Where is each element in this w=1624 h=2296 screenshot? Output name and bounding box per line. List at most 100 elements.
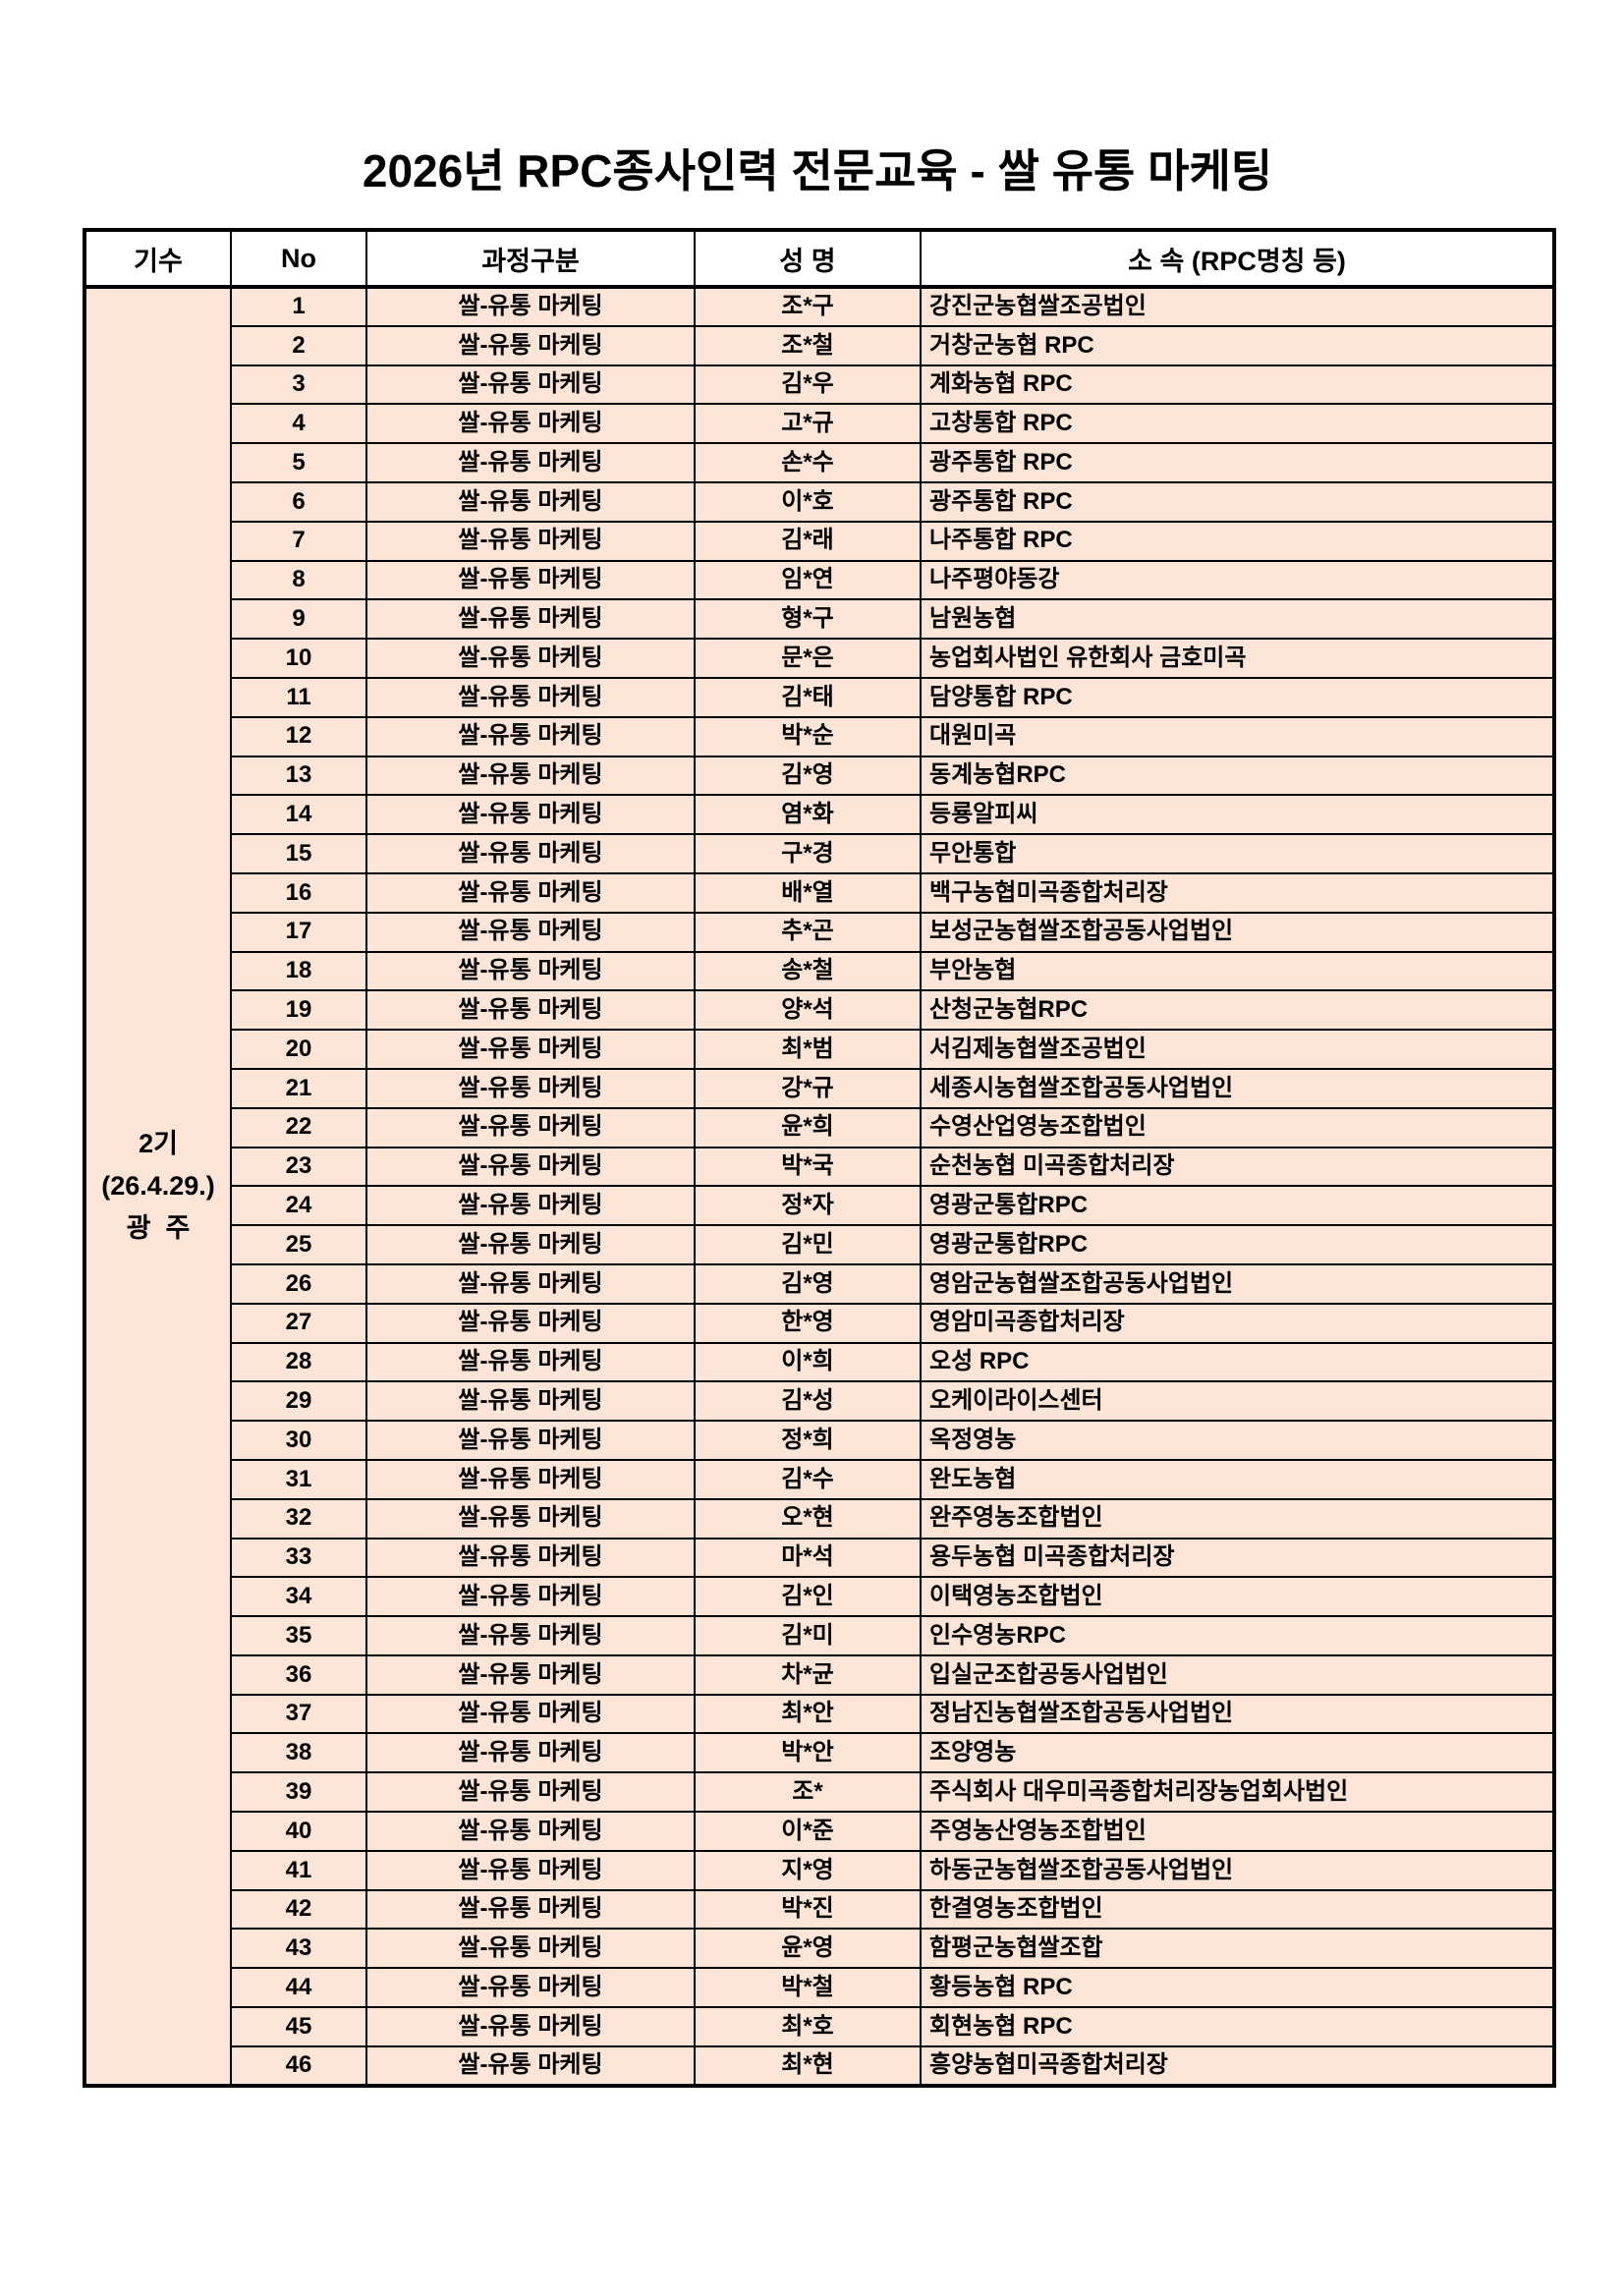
table-row: 9 쌀-유통 마케팅 형*구 남원농협 (84, 598, 1555, 641)
cell-name: 마*석 (694, 1537, 922, 1579)
cell-org: 보성군농협쌀조합공동사업법인 (920, 911, 1555, 953)
cell-no: 32 (230, 1497, 367, 1540)
cell-no: 42 (230, 1888, 367, 1931)
cell-name: 손*수 (694, 442, 922, 483)
table-row: 15 쌀-유통 마케팅 구*경 무안통합 (84, 833, 1555, 874)
cell-no: 13 (230, 755, 367, 797)
table-row: 42 쌀-유통 마케팅 박*진 한결영농조합법인 (84, 1888, 1555, 1931)
cell-name: 윤*영 (694, 1928, 922, 1970)
cell-org: 옥정영농 (920, 1420, 1555, 1461)
cell-name: 임*연 (694, 559, 922, 601)
cell-course: 쌀-유통 마케팅 (365, 1967, 696, 2009)
cell-course: 쌀-유통 마케팅 (365, 1849, 696, 1891)
cell-no: 25 (230, 1224, 367, 1265)
cell-course: 쌀-유통 마케팅 (365, 1576, 696, 1618)
cell-no: 29 (230, 1380, 367, 1423)
cell-no: 11 (230, 676, 367, 718)
cell-name: 염*화 (694, 794, 922, 836)
cell-no: 35 (230, 1615, 367, 1656)
cell-org: 담양통합 RPC (920, 676, 1555, 718)
table-row: 27 쌀-유통 마케팅 한*영 영암미곡종합처리장 (84, 1302, 1555, 1344)
cell-no: 22 (230, 1106, 367, 1148)
cell-name: 윤*희 (694, 1106, 922, 1148)
table-row: 41 쌀-유통 마케팅 지*영 하동군농협쌀조합공동사업법인 (84, 1849, 1555, 1891)
cell-name: 최*범 (694, 1029, 922, 1070)
cell-name: 조* (694, 1771, 922, 1814)
cell-course: 쌀-유통 마케팅 (365, 1420, 696, 1461)
cell-name: 오*현 (694, 1497, 922, 1540)
table-row: 32 쌀-유통 마케팅 오*현 완주영농조합법인 (84, 1497, 1555, 1540)
cell-no: 2 (230, 324, 367, 366)
cell-course: 쌀-유통 마케팅 (365, 1029, 696, 1070)
cell-org: 나주통합 RPC (920, 520, 1555, 562)
table-row: 16 쌀-유통 마케팅 배*열 백구농협미곡종합처리장 (84, 871, 1555, 914)
cell-org: 영광군통합RPC (920, 1185, 1555, 1227)
cell-course: 쌀-유통 마케팅 (365, 1380, 696, 1423)
table-row: 11 쌀-유통 마케팅 김*태 담양통합 RPC (84, 676, 1555, 718)
cell-org: 용두농협 미곡종합처리장 (920, 1537, 1555, 1579)
cell-org: 오성 RPC (920, 1341, 1555, 1383)
cell-name: 김*래 (694, 520, 922, 562)
cell-org: 거창군농협 RPC (920, 324, 1555, 366)
table-header: 기수 No 과정구분 성 명 소 속 (RPC명칭 등) (84, 229, 1555, 289)
cell-course: 쌀-유통 마케팅 (365, 1928, 696, 1970)
cell-name: 최*안 (694, 1693, 922, 1735)
cell-course: 쌀-유통 마케팅 (365, 950, 696, 992)
cell-org: 산청군농협RPC (920, 989, 1555, 1032)
training-roster-table: 기수 No 과정구분 성 명 소 속 (RPC명칭 등) 2기 (26.4.29… (83, 228, 1556, 2088)
cell-no: 38 (230, 1732, 367, 1774)
cell-course: 쌀-유통 마케팅 (365, 911, 696, 953)
col-header-org: 소 속 (RPC명칭 등) (920, 229, 1555, 289)
table-row: 40 쌀-유통 마케팅 이*준 주영농산영농조합법인 (84, 1811, 1555, 1852)
cell-name: 김*미 (694, 1615, 922, 1656)
table-row: 7 쌀-유통 마케팅 김*래 나주통합 RPC (84, 520, 1555, 562)
cell-name: 조*구 (694, 286, 922, 327)
cell-org: 동계농협RPC (920, 755, 1555, 797)
cell-course: 쌀-유통 마케팅 (365, 1888, 696, 1931)
cell-course: 쌀-유통 마케팅 (365, 1341, 696, 1383)
cell-no: 43 (230, 1928, 367, 1970)
cell-course: 쌀-유통 마케팅 (365, 480, 696, 523)
cell-no: 14 (230, 794, 367, 836)
cell-no: 34 (230, 1576, 367, 1618)
cell-no: 1 (230, 286, 367, 327)
cell-no: 17 (230, 911, 367, 953)
cell-course: 쌀-유통 마케팅 (365, 1224, 696, 1265)
cell-course: 쌀-유통 마케팅 (365, 1653, 696, 1696)
page-title: 2026년 RPC종사인력 전문교육 - 쌀 유통 마케팅 (362, 145, 1273, 196)
table-row: 37 쌀-유통 마케팅 최*안 정남진농협쌀조합공동사업법인 (84, 1693, 1555, 1735)
cell-name: 김*영 (694, 755, 922, 797)
cell-no: 12 (230, 715, 367, 757)
table-row: 36 쌀-유통 마케팅 차*균 입실군조합공동사업법인 (84, 1653, 1555, 1696)
cell-name: 배*열 (694, 871, 922, 914)
cell-org: 부안농협 (920, 950, 1555, 992)
cell-no: 3 (230, 364, 367, 406)
cell-name: 김*인 (694, 1576, 922, 1618)
cell-course: 쌀-유통 마케팅 (365, 324, 696, 366)
cell-org: 대원미곡 (920, 715, 1555, 757)
cell-org: 한결영농조합법인 (920, 1888, 1555, 1931)
cell-name: 송*철 (694, 950, 922, 992)
cell-name: 최*호 (694, 2006, 922, 2047)
table-body: 2기 (26.4.29.) 광 주 1 쌀-유통 마케팅 조*구 강진군농협쌀조공법인 2… (84, 286, 1555, 2087)
cell-course: 쌀-유통 마케팅 (365, 833, 696, 874)
cell-org: 주영농산영농조합법인 (920, 1811, 1555, 1852)
table-row: 13 쌀-유통 마케팅 김*영 동계농협RPC (84, 755, 1555, 797)
table-row: 12 쌀-유통 마케팅 박*순 대원미곡 (84, 715, 1555, 757)
document-page: 2026년 RPC종사인력 전문교육 - 쌀 유통 마케팅 기수 No 과정구분… (83, 145, 1556, 2088)
cell-course: 쌀-유통 마케팅 (365, 1262, 696, 1305)
cell-name: 최*현 (694, 2044, 922, 2087)
cell-org: 회현농협 RPC (920, 2006, 1555, 2047)
cell-org: 계화농협 RPC (920, 364, 1555, 406)
cell-course: 쌀-유통 마케팅 (365, 794, 696, 836)
cell-name: 이*준 (694, 1811, 922, 1852)
cell-org: 주식회사 대우미곡종합처리장농업회사법인 (920, 1771, 1555, 1814)
cell-org: 남원농협 (920, 598, 1555, 641)
cell-org: 백구농협미곡종합처리장 (920, 871, 1555, 914)
table-row: 26 쌀-유통 마케팅 김*영 영암군농협쌀조합공동사업법인 (84, 1262, 1555, 1305)
cell-no: 8 (230, 559, 367, 601)
cell-org: 완도농협 (920, 1458, 1555, 1500)
cell-no: 28 (230, 1341, 367, 1383)
cell-no: 44 (230, 1967, 367, 2009)
table-row: 8 쌀-유통 마케팅 임*연 나주평야동강 (84, 559, 1555, 601)
